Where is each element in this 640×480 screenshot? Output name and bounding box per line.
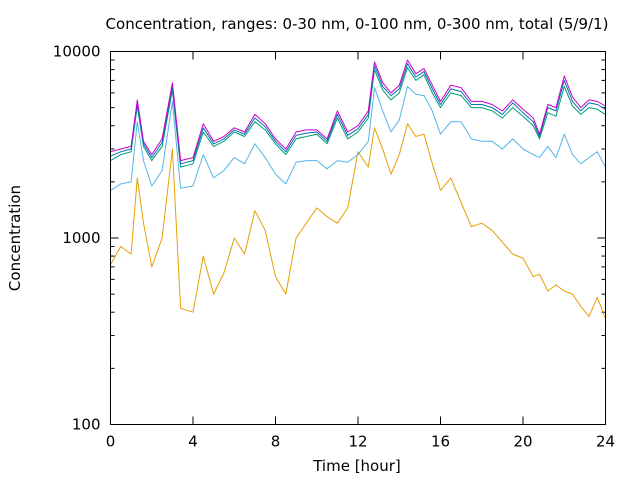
- plot-frame: [110, 51, 606, 425]
- x-axis-ticks: 0 4 8 12 16 20 24: [106, 51, 615, 451]
- y-axis-label: Concentration: [6, 185, 24, 291]
- x-tick-label: 16: [431, 433, 450, 451]
- y-tick-label: 10000: [53, 43, 101, 61]
- y-axis-ticks: 100 1000 10000: [53, 43, 606, 434]
- x-tick-label: 4: [188, 433, 198, 451]
- x-tick-label: 0: [106, 433, 116, 451]
- series-line-1: [110, 123, 606, 319]
- series-lines: [110, 59, 606, 319]
- x-tick-label: 12: [348, 433, 367, 451]
- series-line-4: [110, 63, 606, 165]
- x-axis-label: Time [hour]: [312, 457, 401, 475]
- series-line-5: [110, 59, 606, 162]
- x-tick-label: 20: [513, 433, 532, 451]
- series-line-2: [110, 85, 606, 191]
- y-tick-label: 1000: [62, 229, 100, 247]
- chart-title: Concentration, ranges: 0-30 nm, 0-100 nm…: [106, 15, 609, 33]
- x-tick-label: 8: [271, 433, 281, 451]
- y-tick-label: 100: [72, 416, 101, 434]
- x-tick-label: 24: [596, 433, 615, 451]
